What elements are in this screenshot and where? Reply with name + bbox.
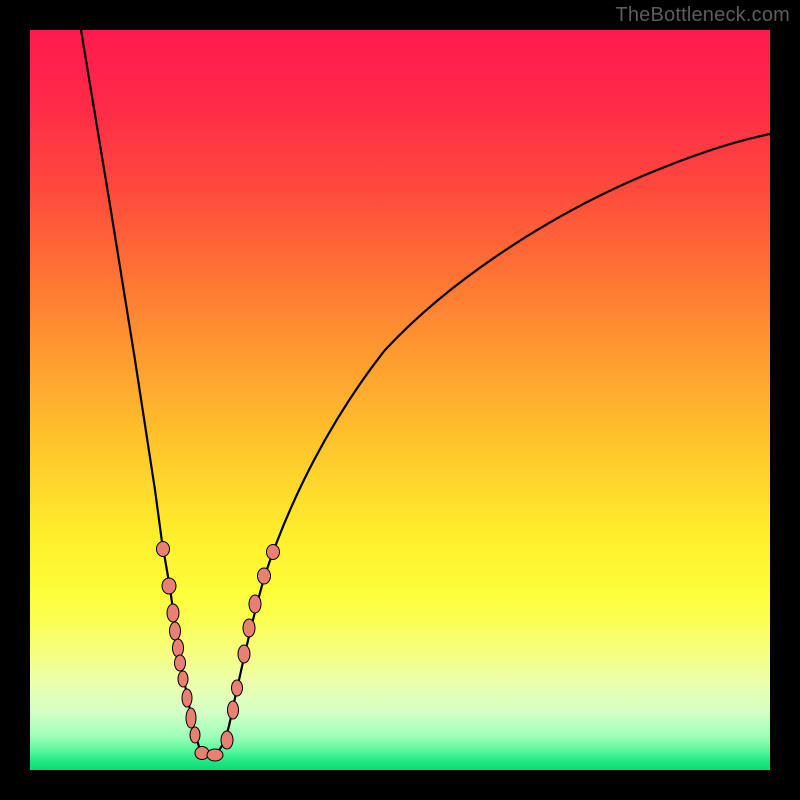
data-marker xyxy=(258,568,271,584)
data-marker xyxy=(267,545,280,560)
data-marker xyxy=(167,604,179,622)
watermark-text: TheBottleneck.com xyxy=(615,4,790,27)
data-marker xyxy=(170,622,181,640)
data-marker xyxy=(243,619,255,637)
chart-frame xyxy=(30,30,770,770)
data-marker xyxy=(249,595,261,613)
data-marker xyxy=(190,727,200,743)
data-marker xyxy=(178,671,188,687)
data-marker xyxy=(182,689,192,707)
data-marker xyxy=(173,639,184,657)
data-marker xyxy=(207,749,223,761)
data-marker xyxy=(238,645,250,663)
data-marker xyxy=(221,731,233,749)
data-marker xyxy=(228,701,239,719)
data-marker xyxy=(175,655,186,671)
data-marker xyxy=(157,542,170,557)
data-marker xyxy=(232,680,243,696)
data-marker xyxy=(162,578,176,594)
data-marker xyxy=(186,708,196,728)
bottleneck-curve-chart xyxy=(30,30,770,770)
